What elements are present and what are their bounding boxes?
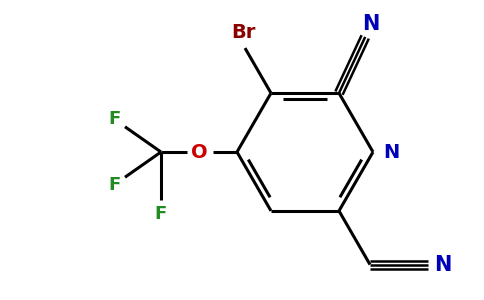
Text: Br: Br <box>231 22 255 42</box>
Text: F: F <box>109 110 121 128</box>
Text: N: N <box>383 142 399 161</box>
Text: F: F <box>109 176 121 194</box>
Text: N: N <box>434 255 452 274</box>
Text: N: N <box>363 14 380 34</box>
Text: F: F <box>155 205 167 223</box>
Text: O: O <box>191 142 207 161</box>
